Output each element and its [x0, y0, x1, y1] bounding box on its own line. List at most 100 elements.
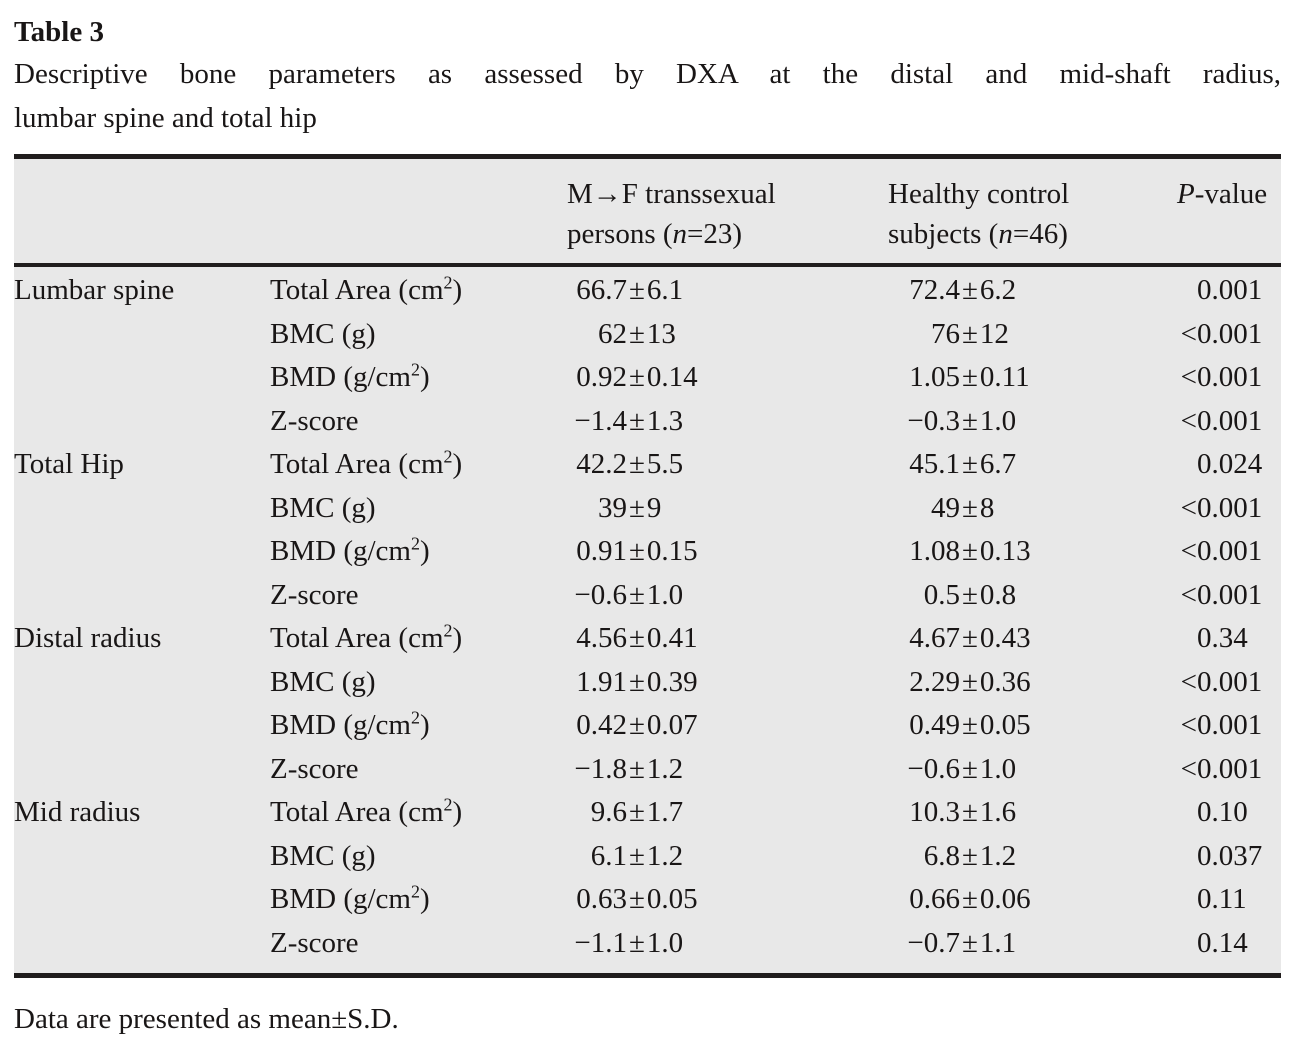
table-row: BMC (g) 62 ±13 76 ±12 <0.001	[14, 313, 1281, 357]
p-value: 0.10	[1197, 796, 1248, 829]
plus-minus: ±	[629, 839, 645, 872]
table-row: BMC (g) 39 ±9 49 ±8 <0.001	[14, 487, 1281, 531]
value-control: 2.29 ±0.36	[909, 665, 1031, 698]
plus-minus: ±	[962, 883, 978, 916]
value-control: 76 ±12	[931, 317, 1009, 350]
value-transsexual: 0.91 ±0.15	[576, 535, 698, 568]
plus-minus: ±	[629, 883, 645, 916]
table-row: BMC (g) 6.1 ±1.2 6.8 ±1.2 0.037	[14, 835, 1281, 879]
table-row: Distal radius Total Area (cm2) 4.56 ±0.41…	[14, 617, 1281, 661]
plus-minus: ±	[962, 709, 978, 742]
plus-minus: ±	[962, 578, 978, 611]
value-control: 6.8 ±1.2	[923, 839, 1017, 872]
parameter-label: Total Area (cm2)	[270, 620, 463, 655]
parameter-label: Z-score	[270, 404, 359, 437]
plus-minus: ±	[629, 622, 645, 655]
superscript: 2	[410, 359, 420, 380]
table-row: BMD (g/cm2) 0.91 ±0.15 1.08 ±0.13 <0.001	[14, 530, 1281, 574]
parameter-label: Z-score	[270, 752, 359, 785]
value-control: −0.7 ±1.1	[907, 926, 1017, 959]
table-header-row: M→F transsexual persons (n=23) Healthy c…	[14, 159, 1281, 267]
value-transsexual: −1.1 ±1.0	[574, 926, 684, 959]
value-transsexual: 1.91 ±0.39	[576, 665, 698, 698]
parameter-label: Z-score	[270, 926, 359, 959]
value-control: 4.67 ±0.43	[909, 622, 1031, 655]
p-value: 0.024	[1197, 448, 1263, 481]
group-label: Lumbar spine	[14, 274, 175, 307]
p-value: <0.001	[1180, 361, 1263, 394]
value-transsexual: 42.2 ±5.5	[576, 448, 684, 481]
table-row: BMD (g/cm2) 0.63 ±0.05 0.66 ±0.06 0.11	[14, 878, 1281, 922]
value-control: 0.49 ±0.05	[909, 709, 1031, 742]
parameter-label: BMC (g)	[270, 491, 376, 524]
italic-n: n	[998, 218, 1013, 250]
column-header-transsexual: M→F transsexual persons (n=23)	[567, 174, 829, 254]
plus-minus: ±	[629, 317, 645, 350]
value-control: 10.3 ±1.6	[909, 796, 1017, 829]
parameter-label: BMD (g/cm2)	[270, 533, 430, 568]
plus-minus: ±	[962, 796, 978, 829]
superscript: 2	[443, 446, 453, 467]
p-value: 0.14	[1197, 926, 1248, 959]
table-row: BMD (g/cm2) 0.42 ±0.07 0.49 ±0.05 <0.001	[14, 704, 1281, 748]
italic-n: n	[672, 218, 688, 250]
plus-minus: ±	[962, 926, 978, 959]
plus-minus: ±	[962, 491, 978, 524]
p-value: <0.001	[1180, 317, 1263, 350]
parameter-label: Total Area (cm2)	[270, 794, 463, 829]
plus-minus: ±	[629, 752, 645, 785]
value-transsexual: 0.63 ±0.05	[576, 883, 698, 916]
plus-minus: ±	[962, 317, 978, 350]
superscript: 2	[410, 881, 420, 902]
value-control: 0.66 ±0.06	[909, 883, 1031, 916]
table-number-title: Table 3	[14, 16, 104, 48]
value-control: 49 ±8	[931, 491, 995, 524]
table-row: Z-score −1.1 ±1.0 −0.7 ±1.1 0.14	[14, 922, 1281, 966]
p-value: <0.001	[1180, 709, 1263, 742]
plus-minus: ±	[629, 274, 645, 307]
p-value: <0.001	[1180, 578, 1263, 611]
value-transsexual: 39 ±9	[598, 491, 662, 524]
header-spacer-parameter	[270, 174, 567, 254]
superscript: 2	[410, 533, 420, 554]
header-text: -value	[1194, 178, 1268, 210]
header-text: =23)	[687, 218, 743, 250]
table-body: Lumbar spine Total Area (cm2) 66.7 ±6.1 7…	[14, 267, 1281, 973]
header-spacer-group	[14, 174, 270, 254]
caption-line-2: lumbar spine and total hip	[14, 102, 317, 134]
value-transsexual: −1.4 ±1.3	[574, 404, 684, 437]
value-control: 45.1 ±6.7	[909, 448, 1017, 481]
data-table: M→F transsexual persons (n=23) Healthy c…	[14, 154, 1281, 978]
parameter-label: BMD (g/cm2)	[270, 707, 430, 742]
plus-minus: ±	[962, 622, 978, 655]
p-value: <0.001	[1180, 535, 1263, 568]
parameter-label: Z-score	[270, 578, 359, 611]
value-transsexual: 4.56 ±0.41	[576, 622, 698, 655]
superscript: 2	[410, 707, 420, 728]
header-text: =46)	[1012, 218, 1068, 250]
parameter-label: Total Area (cm2)	[270, 446, 463, 481]
value-control: 1.08 ±0.13	[909, 535, 1031, 568]
superscript: 2	[443, 272, 453, 293]
p-value: 0.34	[1197, 622, 1248, 655]
table-row: BMC (g) 1.91 ±0.39 2.29 ±0.36 <0.001	[14, 661, 1281, 705]
p-value: 0.11	[1197, 883, 1247, 916]
value-control: −0.3 ±1.0	[907, 404, 1017, 437]
value-control: 0.5 ±0.8	[923, 578, 1017, 611]
plus-minus: ±	[962, 535, 978, 568]
column-header-control: Healthy control subjects (n=46)	[888, 174, 1150, 254]
table-row: BMD (g/cm2) 0.92 ±0.14 1.05 ±0.11 <0.001	[14, 356, 1281, 400]
parameter-label: BMC (g)	[270, 839, 376, 872]
plus-minus: ±	[629, 361, 645, 394]
group-label: Distal radius	[14, 622, 162, 655]
italic-p: P	[1177, 178, 1195, 210]
plus-minus: ±	[962, 665, 978, 698]
table-row: Lumbar spine Total Area (cm2) 66.7 ±6.1 7…	[14, 269, 1281, 313]
table-footnote: Data are presented as mean±S.D.	[14, 1003, 399, 1035]
p-value: 0.037	[1197, 839, 1263, 872]
p-value: <0.001	[1180, 404, 1263, 437]
table-row: Z-score −1.8 ±1.2 −0.6 ±1.0 <0.001	[14, 748, 1281, 792]
p-value: <0.001	[1180, 752, 1263, 785]
group-label: Total Hip	[14, 448, 124, 481]
header-text: Healthy control subjects (	[888, 178, 1070, 250]
